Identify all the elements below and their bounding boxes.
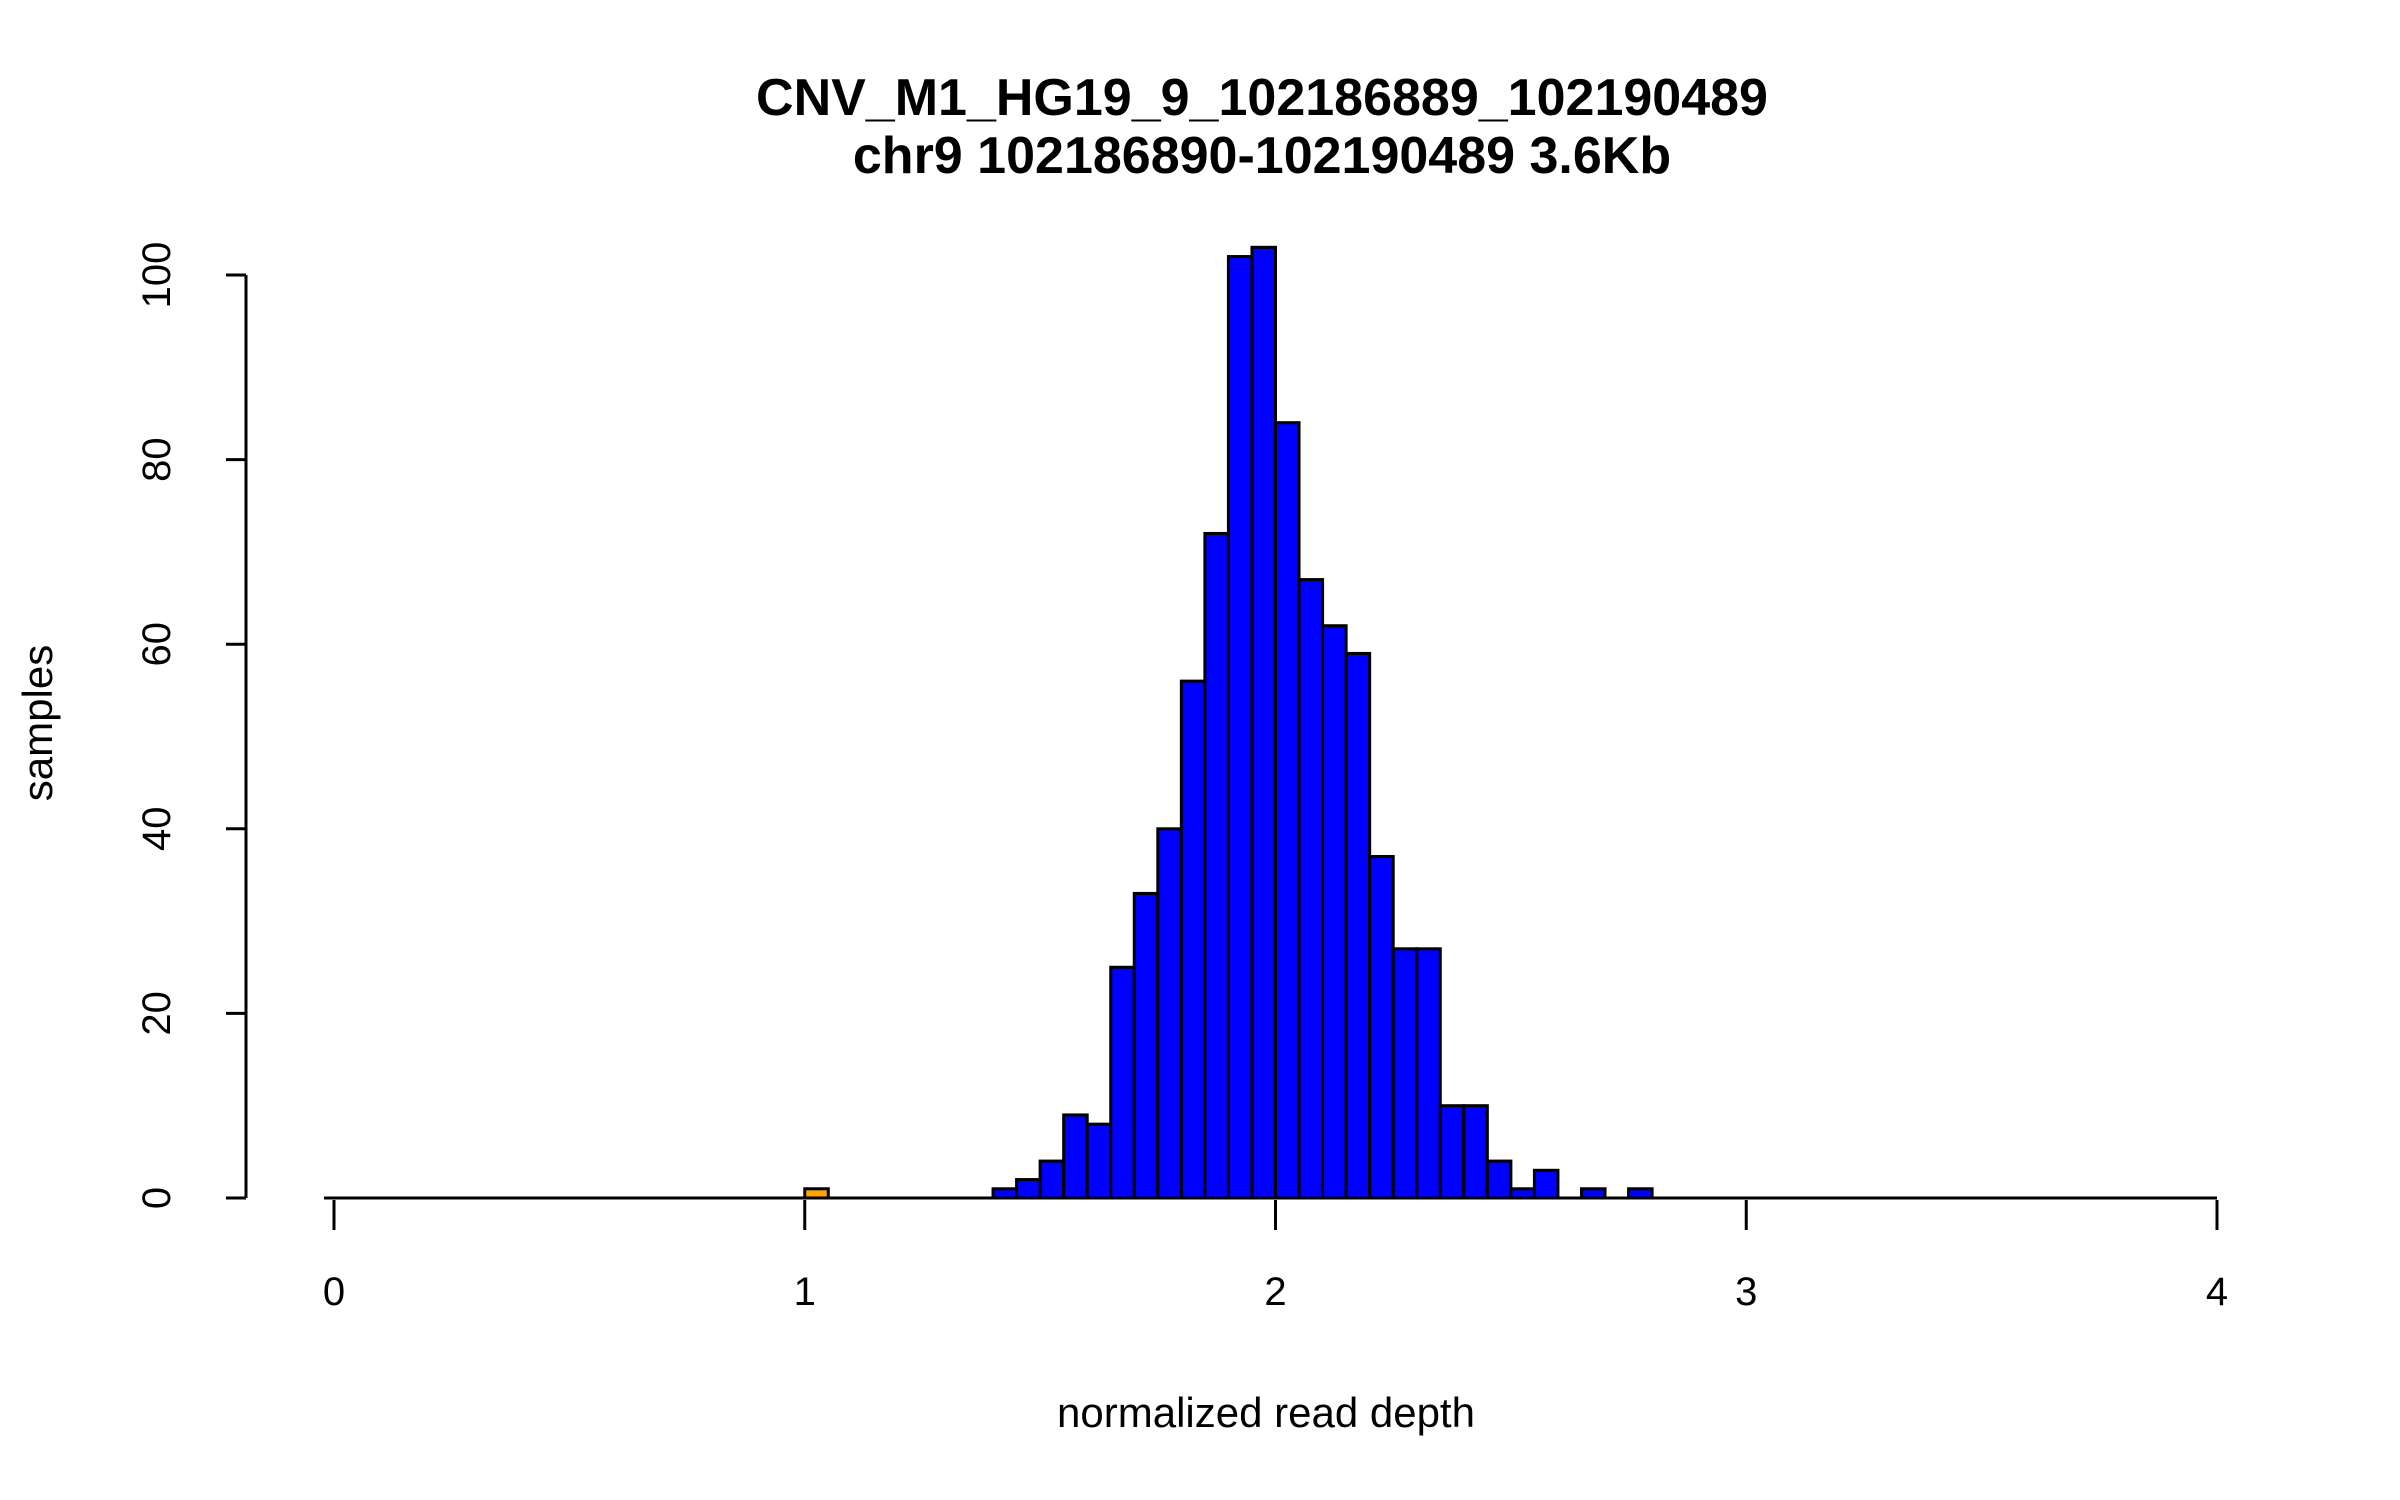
histogram-bar bbox=[991, 1187, 1019, 1200]
x-tick-label: 4 bbox=[2206, 1270, 2228, 1314]
histogram-bar bbox=[1415, 947, 1442, 1200]
histogram-bar bbox=[1391, 947, 1419, 1200]
histogram-bar bbox=[1627, 1187, 1654, 1200]
y-tick-label: 0 bbox=[135, 1187, 179, 1209]
y-tick-label: 60 bbox=[135, 622, 179, 667]
histogram-bar bbox=[1368, 854, 1395, 1200]
x-tick-label: 0 bbox=[323, 1270, 345, 1314]
histogram-bar bbox=[1462, 1104, 1489, 1200]
histogram-bar bbox=[1579, 1187, 1607, 1200]
x-tick-label: 2 bbox=[1264, 1270, 1286, 1314]
histogram-bar bbox=[1250, 245, 1278, 1200]
histogram-bar bbox=[1532, 1168, 1560, 1200]
y-tick-label: 20 bbox=[135, 991, 179, 1036]
histogram-bar bbox=[1132, 891, 1160, 1200]
x-tick-label: 1 bbox=[794, 1270, 816, 1314]
histogram-bar bbox=[1015, 1178, 1042, 1200]
histogram-bar bbox=[1321, 624, 1348, 1200]
y-axis-label: samples bbox=[14, 645, 61, 801]
bars-group bbox=[324, 245, 2217, 1200]
histogram-bar-highlight bbox=[803, 1187, 830, 1200]
chart-title: CNV_M1_HG19_9_102186889_102190489 bbox=[756, 69, 1768, 127]
y-tick-label: 100 bbox=[135, 242, 179, 309]
histogram-bar bbox=[1509, 1187, 1536, 1200]
histogram-bar bbox=[1274, 421, 1301, 1200]
histogram-bar bbox=[1297, 578, 1325, 1200]
histogram-bar bbox=[1179, 679, 1207, 1200]
histogram-bar bbox=[1038, 1159, 1066, 1200]
histogram-bar bbox=[1226, 255, 1254, 1200]
x-tick-label: 3 bbox=[1735, 1270, 1757, 1314]
histogram-bar bbox=[1109, 965, 1136, 1200]
histogram-bar bbox=[1438, 1104, 1466, 1200]
y-tick-label: 80 bbox=[135, 437, 179, 482]
histogram-bar bbox=[1485, 1159, 1513, 1200]
y-tick-label: 40 bbox=[135, 807, 179, 852]
histogram-bar bbox=[1344, 651, 1372, 1200]
histogram-bar bbox=[1156, 827, 1183, 1200]
axes-group: 0 20 40 60 80 100 0 1 2 3 4 bbox=[135, 242, 2228, 1314]
histogram-bar bbox=[1085, 1122, 1113, 1200]
histogram-bar bbox=[1203, 531, 1230, 1200]
histogram-bar bbox=[1062, 1113, 1089, 1200]
chart-subtitle: chr9 102186890-102190489 3.6Kb bbox=[853, 127, 1671, 185]
x-axis-label: normalized read depth bbox=[1057, 1389, 1475, 1436]
